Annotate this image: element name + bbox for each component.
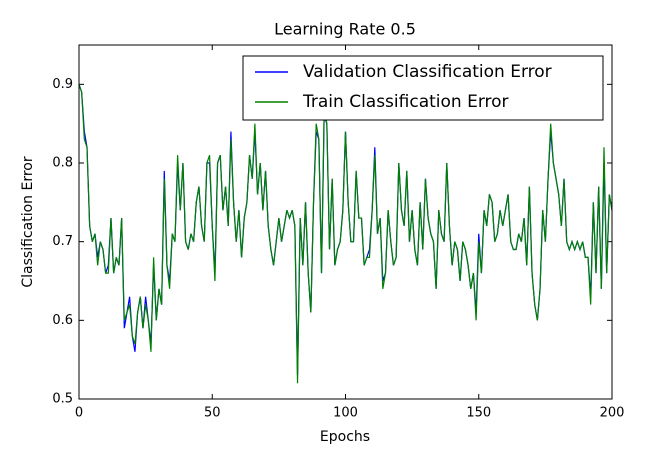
x-tick-label: 50	[204, 406, 221, 421]
x-axis-label: Epochs	[320, 429, 370, 445]
y-tick-label: 0.5	[52, 392, 73, 407]
y-axis-label: Classification Error	[20, 156, 36, 287]
y-tick-label: 0.9	[52, 77, 73, 92]
legend-box	[242, 55, 604, 121]
x-tick-label: 100	[333, 406, 358, 421]
legend-label: Train Classification Error	[302, 92, 509, 112]
legend: Validation Classification Error Train Cla…	[242, 55, 604, 121]
y-tick-label: 0.8	[52, 156, 73, 171]
line	[78, 84, 613, 384]
x-tick-label: 0	[75, 406, 83, 421]
x-tick-label: 200	[600, 406, 625, 421]
line	[78, 84, 613, 376]
chart-title: Learning Rate 0.5	[274, 20, 416, 39]
x-tick-label: 150	[466, 406, 491, 421]
y-tick-label: 0.7	[52, 234, 73, 249]
y-tick-label: 0.6	[52, 313, 73, 328]
plot-frame	[78, 44, 613, 400]
legend-label: Validation Classification Error	[303, 62, 552, 82]
